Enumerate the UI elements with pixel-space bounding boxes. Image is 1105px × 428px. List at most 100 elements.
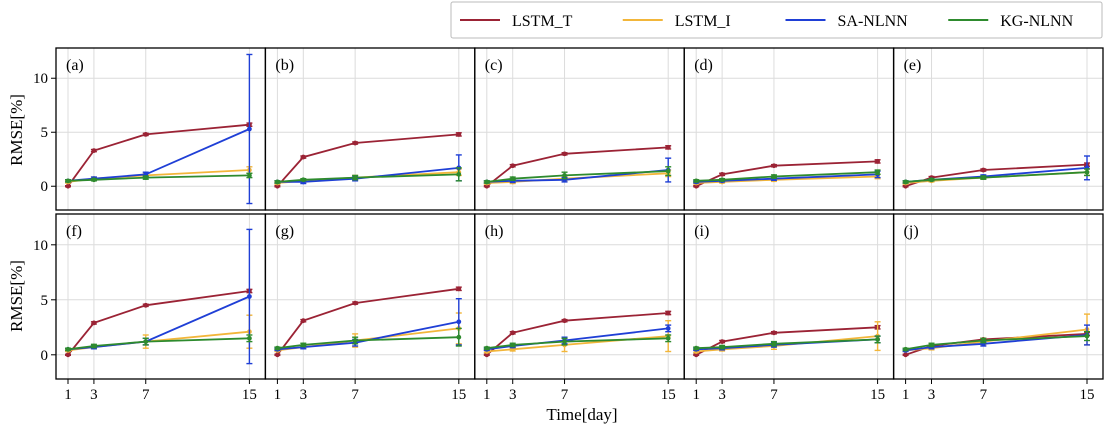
series-lstm-t [274, 132, 462, 189]
data-point [875, 159, 880, 164]
data-point [143, 339, 149, 344]
series-line-kg-nlnn [486, 170, 669, 183]
data-point [929, 177, 934, 183]
y-tick-label: 5 [41, 125, 49, 141]
legend-box [450, 1, 1103, 39]
series-line-lstm-t [276, 133, 459, 187]
data-point [247, 173, 252, 178]
data-point [903, 179, 908, 185]
data-point [719, 344, 725, 350]
series-line-sa-nlnn [486, 169, 669, 183]
data-point [510, 330, 516, 336]
series-line-lstm-t [276, 287, 459, 356]
data-point [562, 339, 567, 344]
series-line-kg-nlnn [696, 171, 878, 182]
data-point [352, 140, 358, 146]
data-point [456, 286, 462, 292]
series-kg-nlnn [274, 327, 462, 351]
data-point [665, 310, 671, 316]
data-point [562, 173, 567, 178]
panel-j: (j) 1 3 7 15 [892, 213, 1104, 403]
series-lstm-t [274, 286, 462, 358]
panel-d: (d) [683, 47, 895, 211]
data-point [980, 167, 986, 173]
data-point [771, 174, 777, 179]
x-tick-label: 7 [980, 387, 988, 403]
panel-label: (j) [904, 223, 919, 240]
data-point [1084, 169, 1090, 175]
gridlines [684, 214, 894, 379]
panel-a: (a) 0 5 10 [33, 47, 267, 211]
series-kg-nlnn [65, 172, 253, 184]
panel-e: (e) [892, 47, 1104, 211]
series-line-lstm-t [486, 312, 669, 356]
series-line-lstm-t [67, 123, 250, 187]
data-point [456, 171, 462, 177]
data-point [91, 148, 97, 154]
x-tick-label: 15 [661, 387, 676, 403]
panel-label: (d) [694, 57, 713, 74]
data-point [143, 175, 149, 181]
data-point [510, 163, 516, 169]
x-tick-label: 7 [561, 387, 569, 403]
data-point [143, 132, 149, 137]
data-point [300, 177, 306, 183]
panel-i: (i) 1 3 7 15 [683, 213, 895, 403]
data-point [665, 168, 671, 174]
data-point [247, 126, 252, 132]
data-point [143, 302, 149, 308]
series-kg-nlnn [274, 167, 462, 185]
x-tick-label: 3 [928, 387, 936, 403]
series-kg-nlnn [902, 331, 1090, 352]
series-line-kg-nlnn [905, 335, 1088, 351]
panel-frame [892, 213, 1104, 380]
legend-label-lstm-i: LSTM_I [675, 13, 731, 30]
series-kg-nlnn [483, 334, 672, 351]
data-point [484, 179, 490, 185]
data-point [875, 169, 880, 175]
x-tick-label: 15 [1080, 387, 1095, 403]
data-point [91, 343, 97, 349]
y-tick-label: 0 [41, 348, 49, 364]
series-line-sa-nlnn [696, 173, 878, 183]
x-tick-label: 3 [90, 387, 98, 403]
data-point [510, 176, 516, 182]
panel-label: (e) [904, 57, 922, 74]
panel-label: (i) [694, 223, 709, 240]
data-point [352, 175, 358, 181]
legend-label-lstm-t: LSTM_T [512, 13, 573, 30]
data-point [484, 345, 490, 351]
series-line-sa-nlnn [277, 167, 459, 183]
data-point [65, 183, 71, 189]
panel-frame [264, 47, 476, 211]
data-point [562, 318, 567, 324]
series-line-kg-nlnn [277, 173, 459, 183]
y-axis-label-bottom: RMSE[%] [7, 260, 26, 332]
series-kg-nlnn [693, 335, 881, 351]
series-sa-nlnn [65, 228, 253, 365]
x-tick-label: 15 [451, 387, 466, 403]
panel-label: (f) [66, 223, 82, 240]
data-point [719, 339, 725, 344]
y-tick-label: 10 [33, 238, 48, 254]
data-point [65, 178, 71, 184]
x-tick-label: 1 [274, 387, 282, 403]
y-tick-label: 0 [41, 179, 49, 195]
panel-frame [683, 213, 895, 380]
panel-frame [55, 213, 267, 380]
series-line-lstm-i [696, 175, 878, 184]
data-point [275, 345, 280, 351]
series-kg-nlnn [483, 166, 672, 185]
series-line-lstm-t [486, 146, 669, 187]
gridlines [893, 214, 1103, 379]
panel-frame [474, 47, 685, 211]
panel-label: (c) [485, 57, 503, 74]
series-line-kg-nlnn [696, 338, 878, 350]
data-point [300, 154, 306, 160]
data-point [1084, 333, 1090, 339]
data-point [456, 132, 462, 137]
data-point [275, 179, 280, 185]
series-lstm-t [483, 144, 672, 189]
gridlines [265, 214, 475, 379]
x-tick-label: 3 [718, 387, 726, 403]
